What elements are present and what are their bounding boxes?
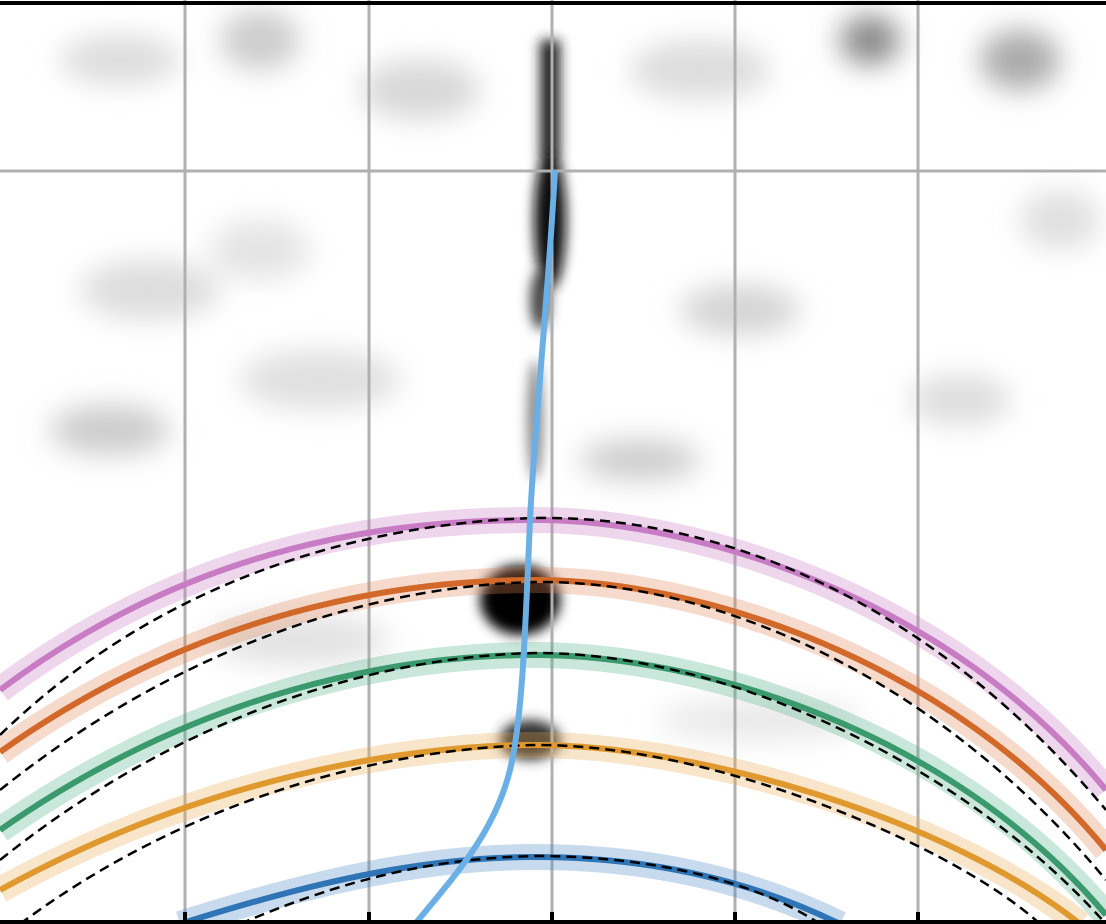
track (412, 169, 558, 924)
contours (0, 516, 1106, 924)
bottom-border (0, 912, 1106, 924)
